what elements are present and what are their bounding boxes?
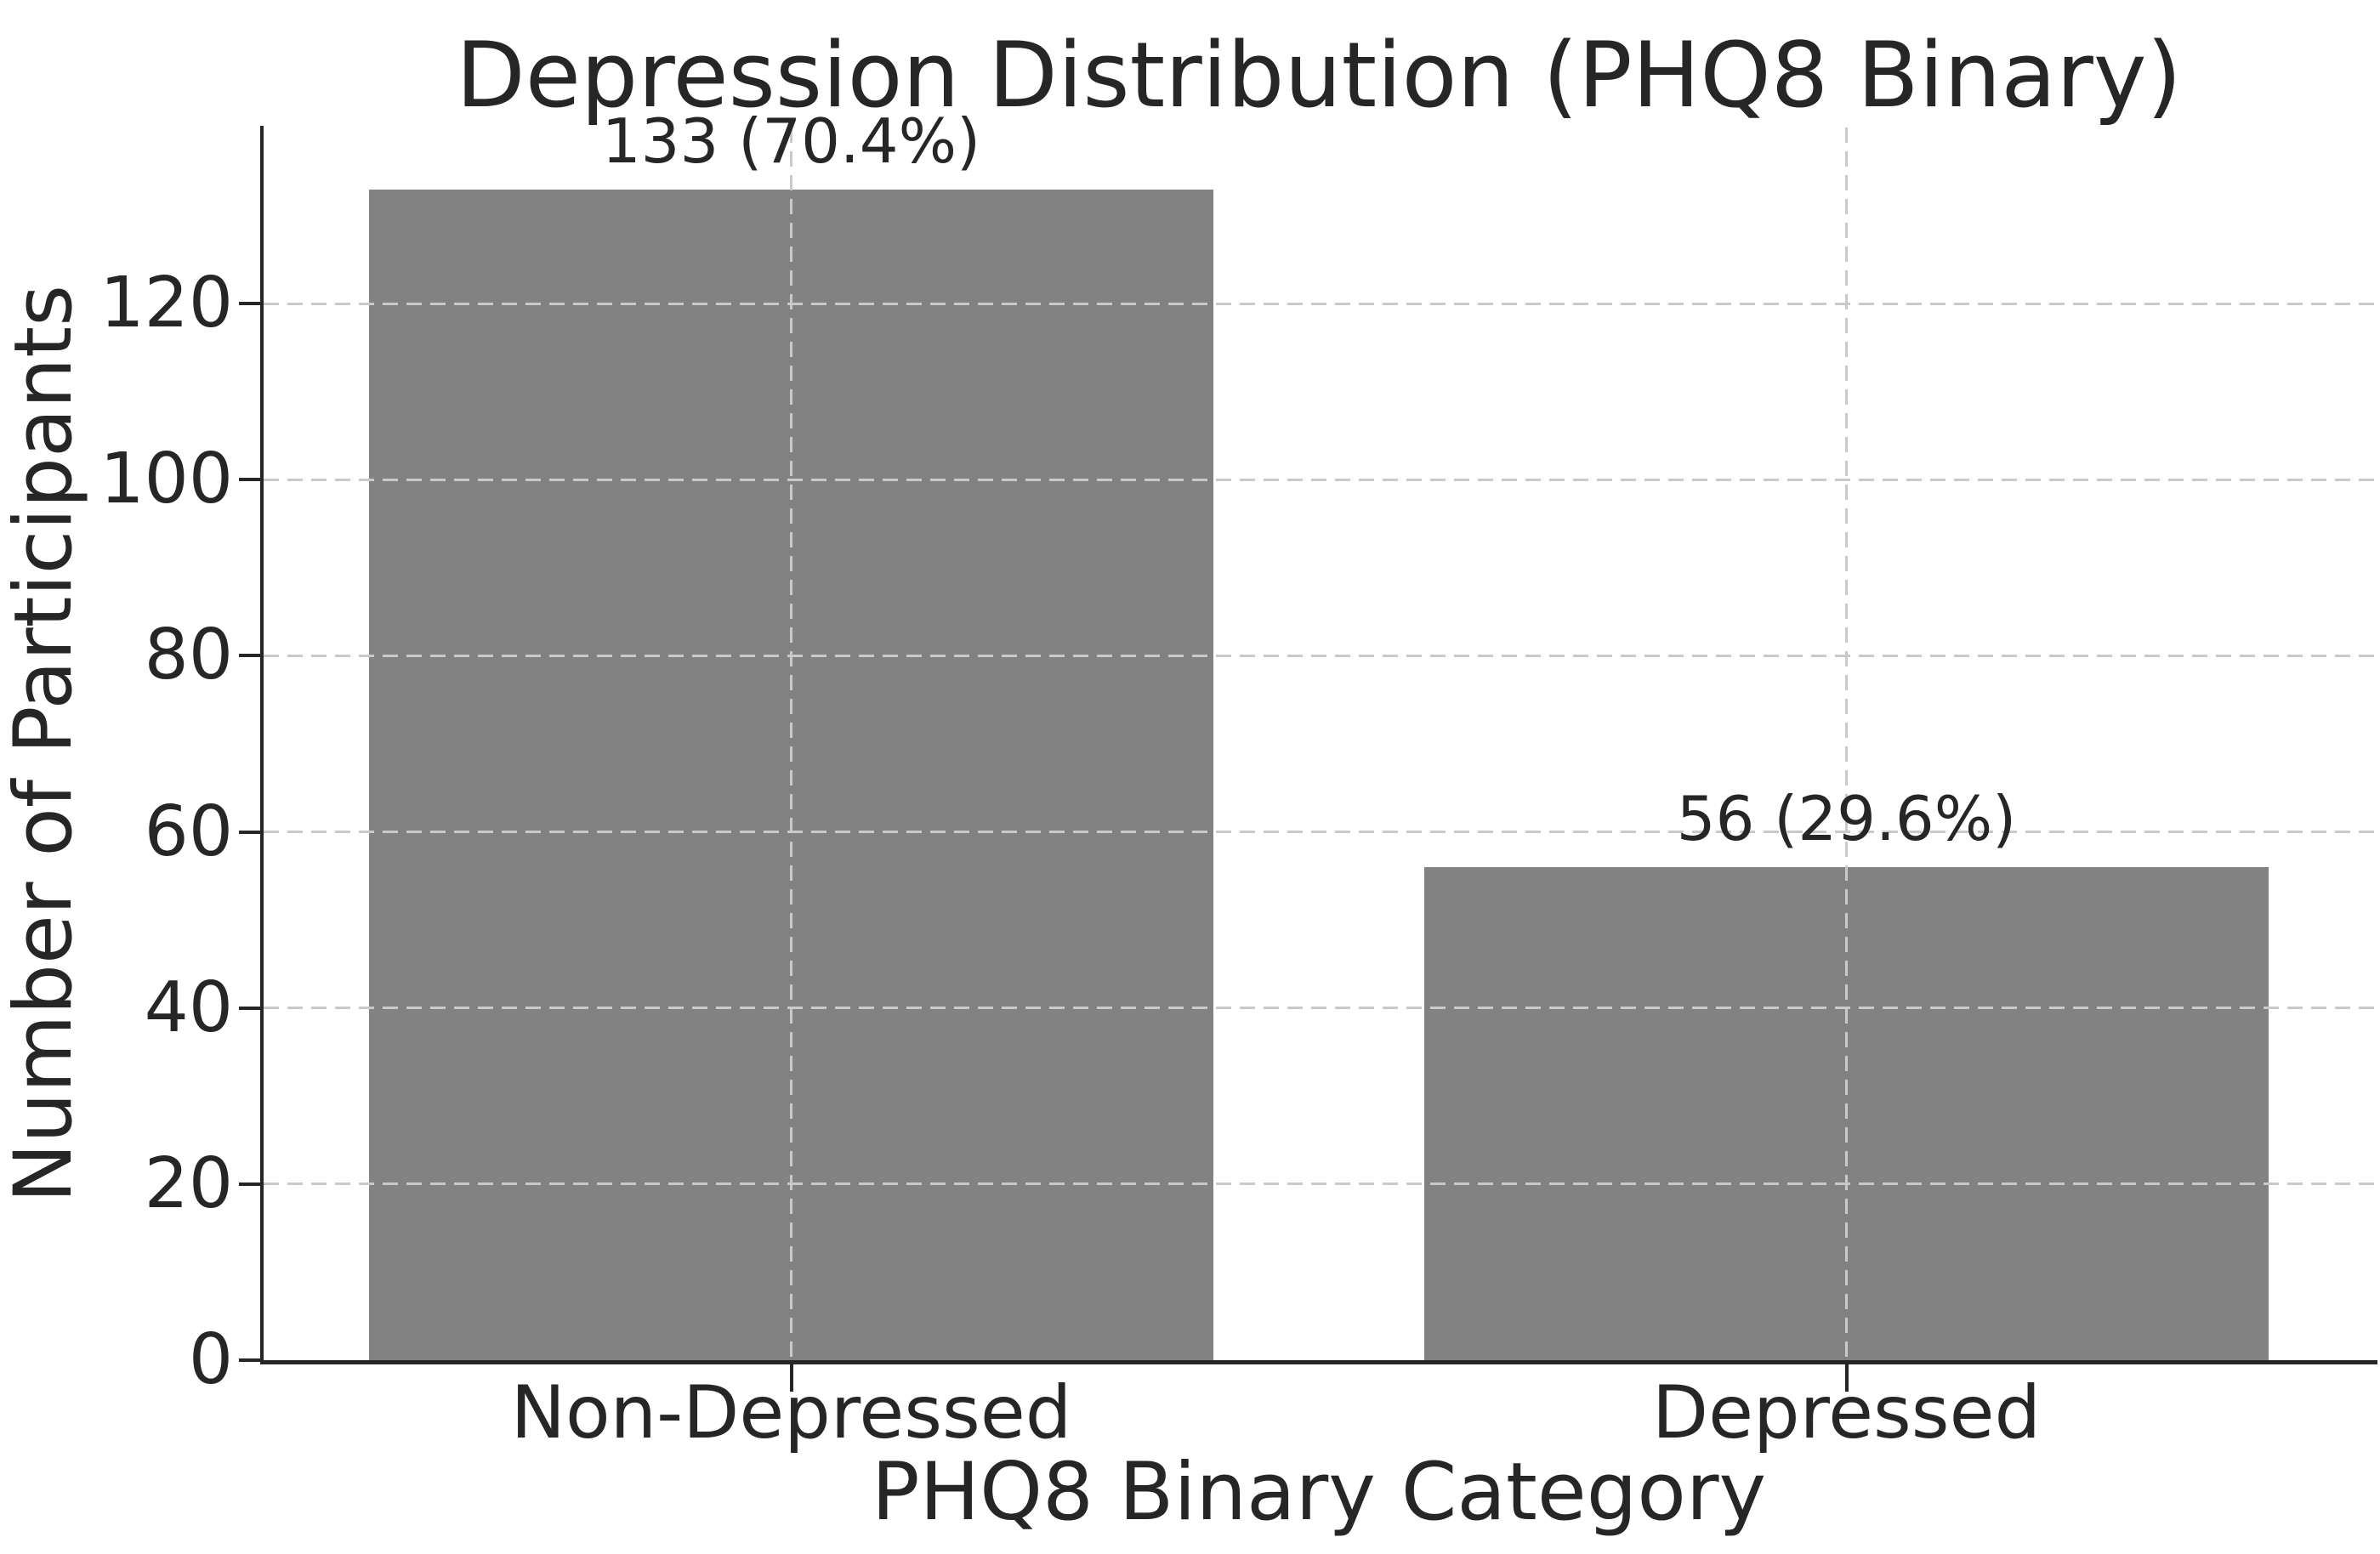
y-tick-mark xyxy=(239,1182,260,1186)
y-gridline xyxy=(264,1007,2374,1010)
y-tick-label: 0 xyxy=(188,1319,233,1400)
y-gridline xyxy=(264,831,2374,834)
y-tick-label: 80 xyxy=(144,615,233,696)
y-gridline xyxy=(264,1183,2374,1186)
x-axis-spine xyxy=(260,1360,2377,1364)
y-gridline xyxy=(264,478,2374,481)
y-tick-label: 60 xyxy=(144,791,233,872)
y-gridline xyxy=(264,302,2374,305)
y-axis-spine xyxy=(260,126,264,1364)
x-tick-mark xyxy=(789,1364,793,1392)
y-tick-mark xyxy=(239,654,260,658)
y-tick-mark xyxy=(239,478,260,482)
chart-title: Depression Distribution (PHQ8 Binary) xyxy=(456,23,2182,128)
y-tick-label: 40 xyxy=(144,967,233,1048)
bar-value-label: 56 (29.6%) xyxy=(1676,783,2017,854)
x-gridline xyxy=(790,128,792,1360)
x-gridline xyxy=(1845,128,1848,1360)
y-tick-mark xyxy=(239,302,260,306)
y-axis-label: Number of Participants xyxy=(0,284,90,1204)
y-tick-label: 100 xyxy=(99,439,233,520)
y-tick-label: 20 xyxy=(144,1143,233,1224)
y-tick-mark xyxy=(239,1006,260,1010)
y-tick-mark xyxy=(239,830,260,834)
x-tick-mark xyxy=(1844,1364,1849,1392)
bar-value-label: 133 (70.4%) xyxy=(601,105,981,177)
x-axis-label: PHQ8 Binary Category xyxy=(871,1446,1767,1539)
y-tick-label: 120 xyxy=(99,263,233,344)
y-tick-mark xyxy=(239,1358,260,1362)
y-gridline xyxy=(264,654,2374,657)
